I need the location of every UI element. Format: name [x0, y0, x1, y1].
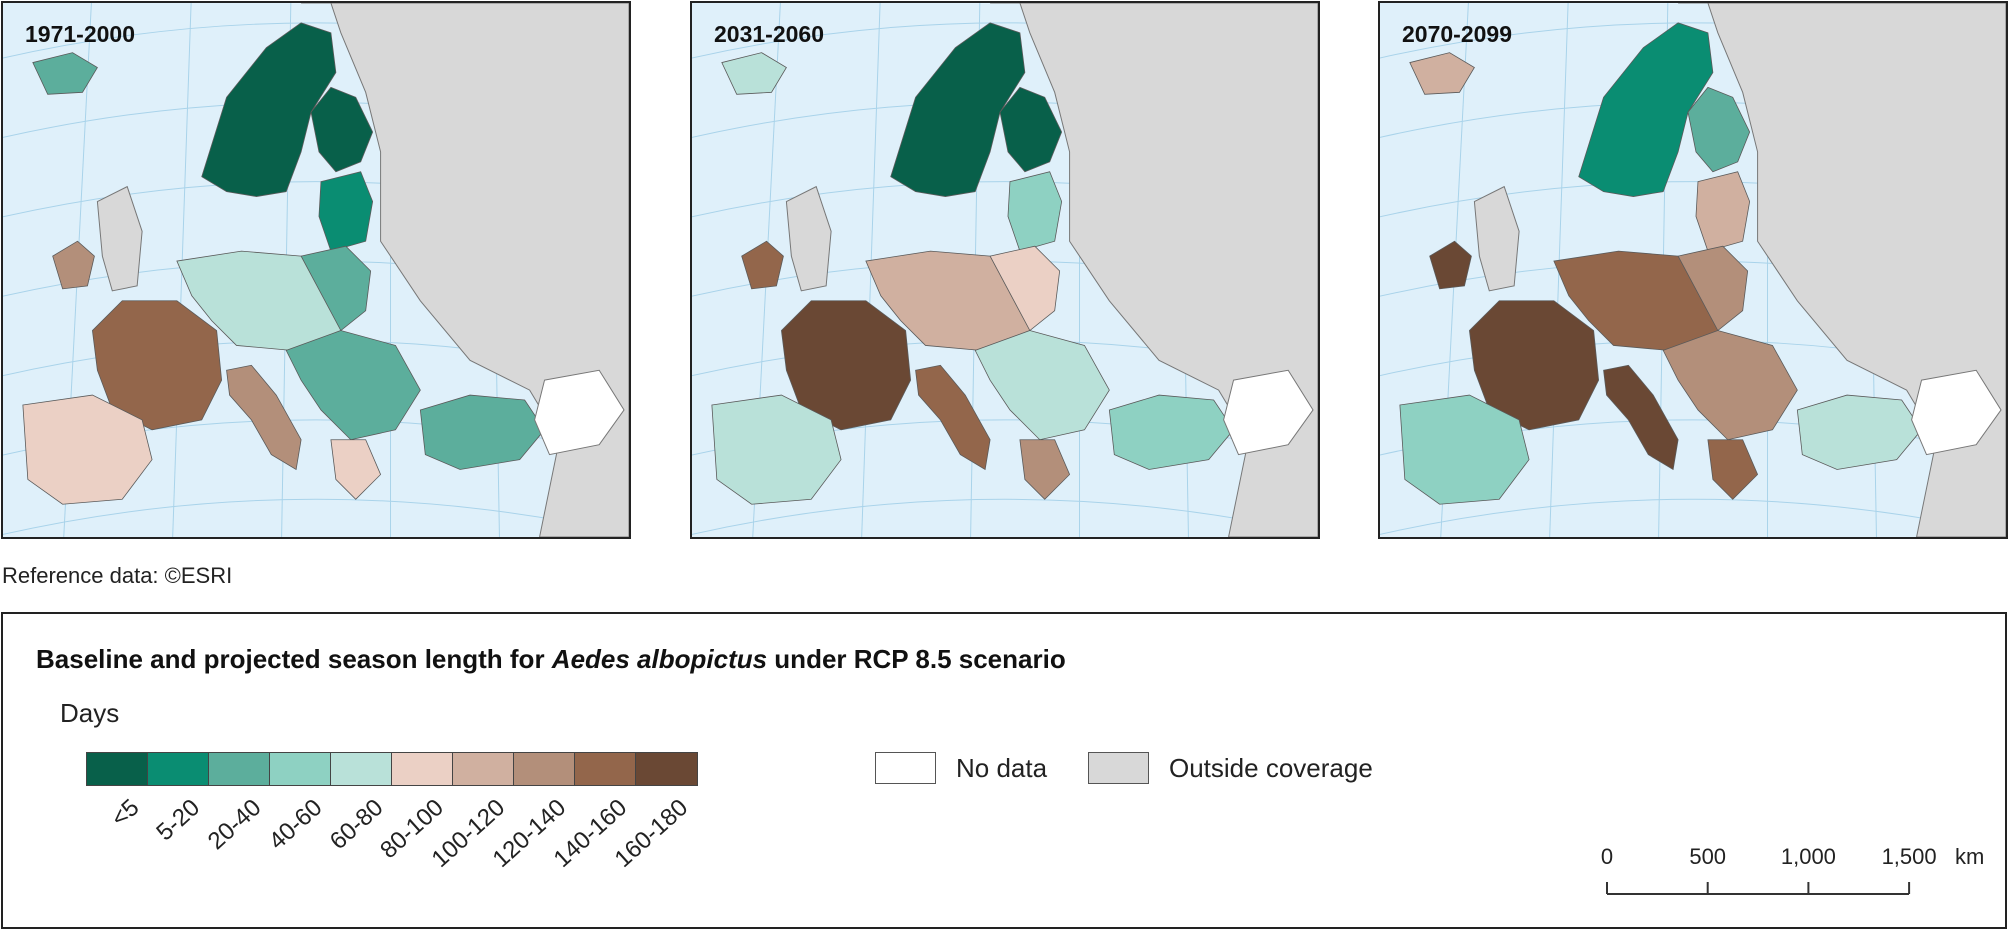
legend-title-prefix: Baseline and projected season length for: [36, 644, 552, 674]
region-iberia: [711, 394, 842, 505]
region-finland: [310, 86, 374, 173]
region-ireland: [741, 240, 784, 290]
color-ramp-labels: <5 5-20 20-40 40-60 60-80 80-100 100-120 120-14…: [86, 794, 706, 904]
legend-title-suffix: under RCP 8.5 scenario: [767, 644, 1066, 674]
legend-class-label: 5-20: [151, 794, 206, 847]
outside-coverage-label: Outside coverage: [1169, 752, 1373, 783]
scale-unit: km: [1955, 844, 1985, 869]
region-iceland: [721, 52, 787, 95]
legend-swatch: [514, 753, 575, 785]
legend-class-label: <5: [106, 794, 145, 833]
legend-units: Days: [60, 698, 120, 728]
legend-class-label: 40-60: [263, 794, 328, 856]
region-iberia: [22, 394, 153, 505]
region-iberia: [1399, 394, 1530, 505]
outside-coverage-swatch: [1088, 752, 1149, 784]
region-france: [92, 300, 223, 431]
legend: Baseline and projected season length for…: [1, 612, 2007, 929]
region-anatolia: [1108, 394, 1235, 470]
legend-swatch: [636, 753, 697, 785]
scale-bar-line: [1606, 882, 1911, 895]
graticule-line: [692, 498, 1318, 535]
map-period-label: 2070-2099: [1402, 21, 1512, 47]
outside-coverage-key: Outside coverage: [1088, 752, 1373, 784]
no-data-area: [534, 369, 625, 456]
legend-title-species: Aedes albopictus: [551, 644, 768, 674]
no-data-area: [1911, 369, 2002, 456]
legend-swatch: [209, 753, 270, 785]
map-panel-1971-2000: 1971-2000: [1, 1, 631, 539]
region-anatolia: [1796, 394, 1923, 470]
region-poland: [1677, 245, 1749, 332]
region-balkans: [1662, 330, 1798, 441]
region-baltic: [1695, 171, 1751, 252]
scale-tick-label: 1,000: [1780, 844, 1836, 869]
scale-bar: km 0 500 1,000 1,500: [1593, 844, 1984, 904]
outside-coverage-area: [96, 185, 143, 292]
region-scandinavia: [201, 22, 337, 197]
region-scandinavia: [1578, 22, 1714, 197]
legend-swatch: [87, 753, 148, 785]
map-period-label: 2031-2060: [714, 21, 824, 47]
legend-swatch: [148, 753, 209, 785]
graticule-line: [3, 498, 629, 535]
legend-swatch: [453, 753, 514, 785]
region-france: [781, 300, 912, 431]
no-data-swatch: [875, 752, 936, 784]
no-data-area: [1223, 369, 1314, 456]
map-panel-2070-2099: 2070-2099: [1378, 1, 2008, 539]
region-ireland: [52, 240, 95, 290]
region-iceland: [1409, 52, 1475, 95]
region-balkans: [974, 330, 1110, 441]
legend-class-label: 20-40: [202, 794, 267, 856]
scale-tick-label: 500: [1689, 844, 1727, 869]
region-finland: [1687, 86, 1751, 173]
region-finland: [999, 86, 1063, 173]
region-anatolia: [419, 394, 546, 470]
region-greece: [1019, 439, 1071, 500]
scale-tick-label: 0: [1600, 844, 1614, 869]
region-scandinavia: [890, 22, 1026, 197]
no-data-key: No data: [875, 752, 1047, 784]
legend-swatch: [331, 753, 392, 785]
region-balkans: [285, 330, 421, 441]
region-france: [1469, 300, 1600, 431]
legend-swatch: [392, 753, 453, 785]
map-panel-2031-2060: 2031-2060: [690, 1, 1320, 539]
region-baltic: [318, 171, 374, 252]
region-iceland: [32, 52, 98, 95]
region-italy: [1603, 364, 1679, 471]
legend-swatch: [575, 753, 636, 785]
region-poland: [300, 245, 372, 332]
region-greece: [1707, 439, 1759, 500]
legend-title: Baseline and projected season length for…: [36, 644, 1066, 675]
region-greece: [330, 439, 382, 500]
region-ireland: [1429, 240, 1472, 290]
europe-map: [3, 3, 629, 537]
scale-tick-label: 1,500: [1881, 844, 1937, 869]
region-italy: [915, 364, 991, 471]
region-poland: [989, 245, 1061, 332]
region-baltic: [1007, 171, 1063, 252]
graticule-line: [1380, 498, 2006, 535]
outside-coverage-area: [785, 185, 832, 292]
europe-map: [692, 3, 1318, 537]
map-period-label: 1971-2000: [25, 21, 135, 47]
reference-note: Reference data: ©ESRI: [2, 563, 233, 588]
europe-map: [1380, 3, 2006, 537]
outside-coverage-area: [1473, 185, 1520, 292]
region-italy: [226, 364, 302, 471]
color-ramp: [86, 752, 698, 786]
legend-swatch: [270, 753, 331, 785]
no-data-label: No data: [956, 752, 1048, 783]
